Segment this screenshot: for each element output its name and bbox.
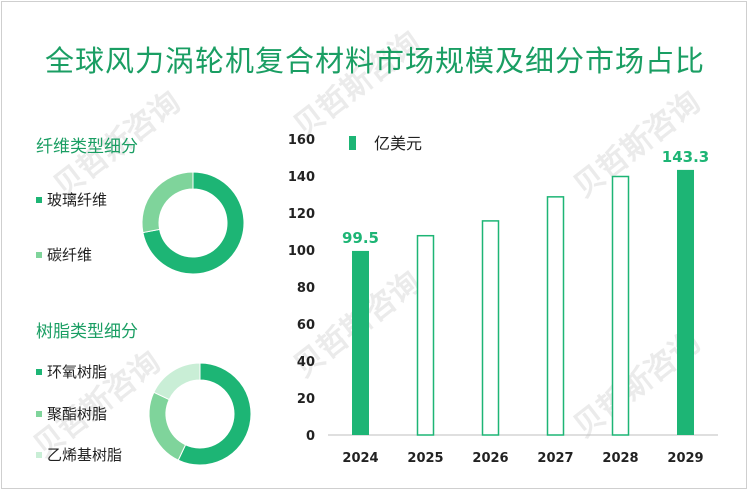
legend-swatch <box>349 136 356 150</box>
legend-label: 乙烯基树脂 <box>47 446 123 464</box>
legend-item-polyester: 聚酯树脂 <box>36 403 107 424</box>
legend-label: 玻璃纤维 <box>47 191 108 209</box>
resin-section-title: 树脂类型细分 <box>36 322 138 342</box>
resin-donut-slice-0 <box>177 362 252 466</box>
y-tick-label: 120 <box>288 207 315 222</box>
data-label: 99.5 <box>342 229 379 247</box>
legend-label: 环氧树脂 <box>47 363 108 381</box>
bar-2026 <box>481 220 500 436</box>
y-tick-label: 0 <box>306 429 315 444</box>
x-tick-label: 2025 <box>407 451 443 466</box>
legend-swatch <box>36 196 42 203</box>
legend-item-epoxy: 环氧树脂 <box>36 361 107 382</box>
y-tick-label: 160 <box>288 133 315 148</box>
legend-swatch <box>36 368 42 375</box>
market-size-bar-chart: 0 20 40 60 80 100 120 140 160 2024 99.5 2025 2026 202… <box>288 133 718 466</box>
legend-swatch <box>36 410 42 417</box>
resin-donut-chart <box>148 362 252 466</box>
legend-item-carbon-fiber: 碳纤维 <box>36 244 92 265</box>
fiber-section-title: 纤维类型细分 <box>36 137 138 157</box>
x-tick-label: 2027 <box>537 451 573 466</box>
legend-swatch <box>36 451 42 458</box>
bar-2024 <box>352 250 369 435</box>
y-tick-label: 80 <box>297 281 315 296</box>
y-tick-label: 100 <box>288 244 315 259</box>
y-tick-label: 20 <box>297 392 315 407</box>
x-tick-label: 2029 <box>667 451 703 466</box>
fiber-donut-slice-0 <box>142 171 245 275</box>
legend-swatch <box>36 251 42 258</box>
resin-donut-slice-2 <box>153 362 201 401</box>
legend-label: 碳纤维 <box>47 246 93 264</box>
data-label: 143.3 <box>662 148 709 166</box>
x-tick-label: 2028 <box>602 451 638 466</box>
bar-2028 <box>611 175 630 436</box>
page-title: 全球风力涡轮机复合材料市场规模及细分市场占比 <box>44 44 705 78</box>
legend-item-glass-fiber: 玻璃纤维 <box>36 189 107 210</box>
bar-2025 <box>416 234 435 436</box>
legend-label: 亿美元 <box>374 134 422 153</box>
y-tick-label: 140 <box>288 170 315 185</box>
x-tick-label: 2024 <box>342 451 378 466</box>
bar-2029 <box>677 169 694 435</box>
fiber-donut-chart <box>141 171 245 275</box>
resin-donut-slice-1 <box>148 391 187 461</box>
legend-item-vinyl-ester: 乙烯基树脂 <box>36 444 122 465</box>
y-tick-label: 60 <box>297 318 315 333</box>
legend-label: 聚酯树脂 <box>47 405 108 423</box>
x-tick-label: 2026 <box>472 451 508 466</box>
y-tick-label: 40 <box>297 355 315 370</box>
bar-2027 <box>546 196 565 436</box>
fiber-donut-slice-1 <box>141 171 194 234</box>
